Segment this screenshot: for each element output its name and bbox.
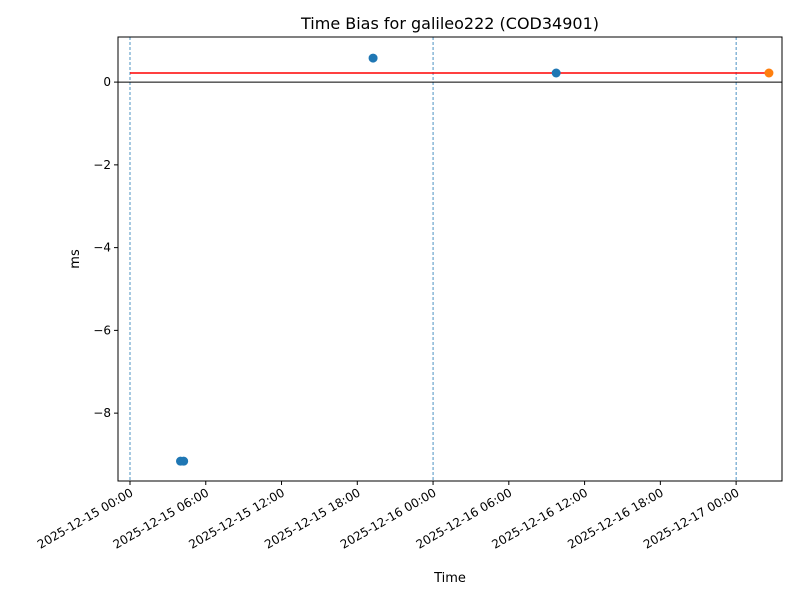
y-tick-label: −6 — [93, 323, 111, 337]
x-axis-label: Time — [433, 571, 466, 586]
y-axis-label: ms — [68, 249, 83, 269]
data-point — [764, 68, 774, 78]
y-tick-label: −2 — [93, 158, 111, 172]
data-point — [368, 53, 378, 63]
y-tick-label: −8 — [93, 406, 111, 420]
y-tick-label: −4 — [93, 241, 111, 255]
data-point — [551, 68, 561, 78]
chart-title: Time Bias for galileo222 (COD34901) — [300, 14, 599, 33]
axes-frame — [117, 36, 783, 482]
data-point — [179, 456, 189, 466]
y-tick-label: 0 — [103, 75, 111, 89]
